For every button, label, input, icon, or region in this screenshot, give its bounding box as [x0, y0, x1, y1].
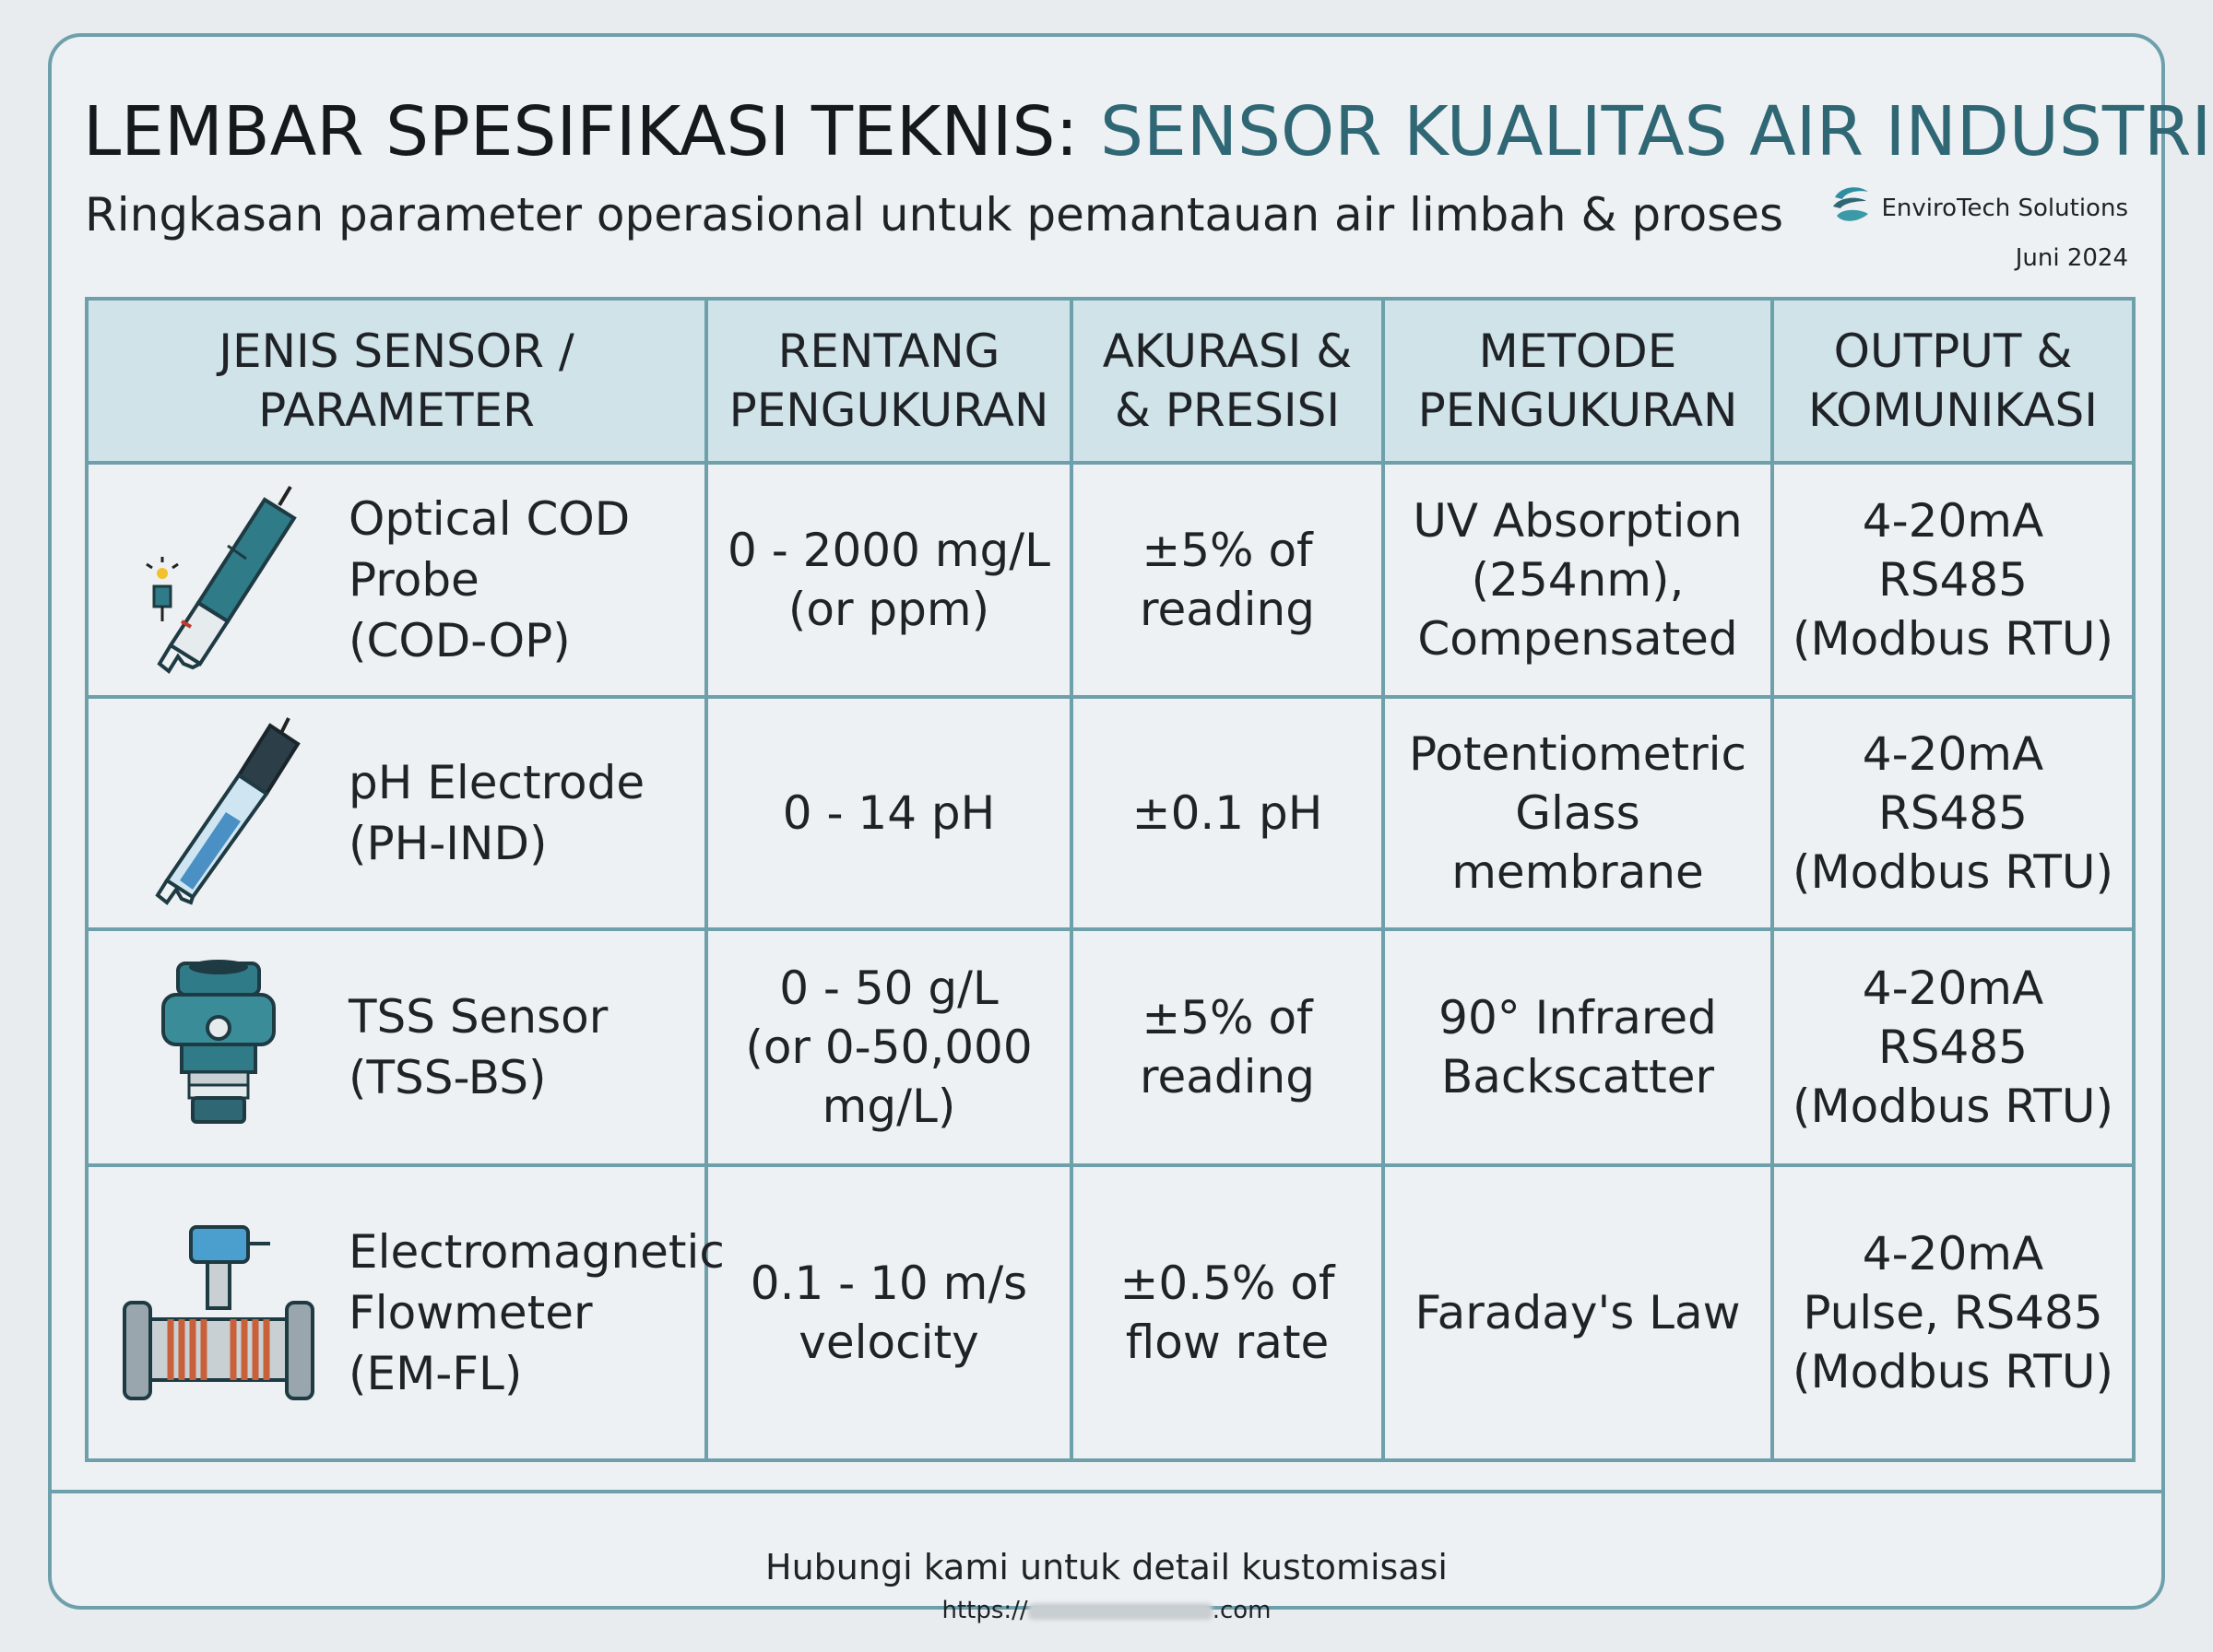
sensor-name: pH Electrode (PH-IND): [349, 756, 645, 870]
footer-url[interactable]: https:// .com: [52, 1597, 2161, 1624]
output-cell: 4-20mA RS485 (Modbus RTU): [1770, 461, 2136, 699]
footer-contact: Hubungi kami untuk detail kustomisasi: [765, 1547, 1448, 1587]
table-row: Electromagnetic Flowmeter (EM-FL) 0.1 - …: [85, 1163, 2136, 1462]
sensor-cell: TSS Sensor (TSS-BS): [85, 927, 708, 1167]
footer-divider: [52, 1490, 2161, 1493]
method-cell: 90° Infrared Backscatter: [1381, 927, 1774, 1167]
url-prefix: https://: [941, 1597, 1028, 1624]
output-cell: 4-20mA Pulse, RS485 (Modbus RTU): [1770, 1163, 2136, 1462]
page-title: LEMBAR SPESIFIKASI TEKNIS: SENSOR KUALIT…: [83, 92, 2211, 171]
table-header-row: JENIS SENSOR / PARAMETER RENTANG PENGUKU…: [85, 297, 2136, 465]
accuracy-cell: ±0.5% of flow rate: [1070, 1163, 1385, 1462]
table-row: Optical COD Probe (COD-OP) 0 - 2000 mg/L…: [85, 461, 2136, 699]
range-cell: 0.1 - 10 m/s velocity: [704, 1163, 1073, 1462]
column-header-output: OUTPUT & KOMUNIKASI: [1770, 297, 2136, 465]
column-header-range: RENTANG PENGUKURAN: [704, 297, 1073, 465]
range-cell: 0 - 14 pH: [704, 695, 1073, 931]
url-suffix: .com: [1212, 1597, 1272, 1624]
method-cell: Potentiometric Glass membrane: [1381, 695, 1774, 931]
column-header-accuracy: AKURASI & & PRESISI: [1070, 297, 1385, 465]
publish-date: Juni 2024: [2015, 244, 2128, 272]
output-cell: 4-20mA RS485 (Modbus RTU): [1770, 695, 2136, 931]
sensor-name: Electromagnetic Flowmeter (EM-FL): [349, 1225, 725, 1400]
redacted-domain: [1027, 1602, 1213, 1620]
method-cell: Faraday's Law: [1381, 1163, 1774, 1462]
sensor-cell: pH Electrode (PH-IND): [85, 695, 708, 931]
spec-sheet: LEMBAR SPESIFIKASI TEKNIS: SENSOR KUALIT…: [48, 33, 2211, 1624]
brand-name: EnviroTech Solutions: [1881, 194, 2128, 222]
method-cell: UV Absorption (254nm), Compensated: [1381, 461, 1774, 699]
cod-probe-icon: [89, 483, 349, 677]
ph-electrode-icon: [89, 716, 349, 910]
brand-block: EnviroTech Solutions Juni 2024: [1829, 184, 2128, 272]
page-subtitle: Ringkasan parameter operasional untuk pe…: [85, 188, 1784, 242]
sensor-name: TSS Sensor (TSS-BS): [349, 990, 609, 1104]
envirotech-logo-icon: [1829, 184, 1872, 231]
output-cell: 4-20mA RS485 (Modbus RTU): [1770, 927, 2136, 1167]
title-plain: LEMBAR SPESIFIKASI TEKNIS:: [83, 92, 1100, 171]
sensor-name: Optical COD Probe (COD-OP): [349, 492, 631, 667]
range-cell: 0 - 2000 mg/L (or ppm): [704, 461, 1073, 699]
sensor-cell: Optical COD Probe (COD-OP): [85, 461, 708, 699]
accuracy-cell: ±0.1 pH: [1070, 695, 1385, 931]
range-cell: 0 - 50 g/L (or 0-50,000 mg/L): [704, 927, 1073, 1167]
accuracy-cell: ±5% of reading: [1070, 927, 1385, 1167]
column-header-method: METODE PENGUKURAN: [1381, 297, 1774, 465]
table-row: TSS Sensor (TSS-BS) 0 - 50 g/L (or 0-50,…: [85, 927, 2136, 1167]
table-row: pH Electrode (PH-IND) 0 - 14 pH ±0.1 pH …: [85, 695, 2136, 931]
column-header-sensor: JENIS SENSOR / PARAMETER: [85, 297, 708, 465]
sensor-cell: Electromagnetic Flowmeter (EM-FL): [85, 1163, 725, 1462]
accuracy-cell: ±5% of reading: [1070, 461, 1385, 699]
spec-table: JENIS SENSOR / PARAMETER RENTANG PENGUKU…: [85, 297, 2136, 1462]
flowmeter-icon: [89, 1216, 349, 1410]
title-accent: SENSOR KUALITAS AIR INDUSTRI: [1099, 92, 2212, 171]
tss-sensor-icon: [89, 950, 349, 1144]
